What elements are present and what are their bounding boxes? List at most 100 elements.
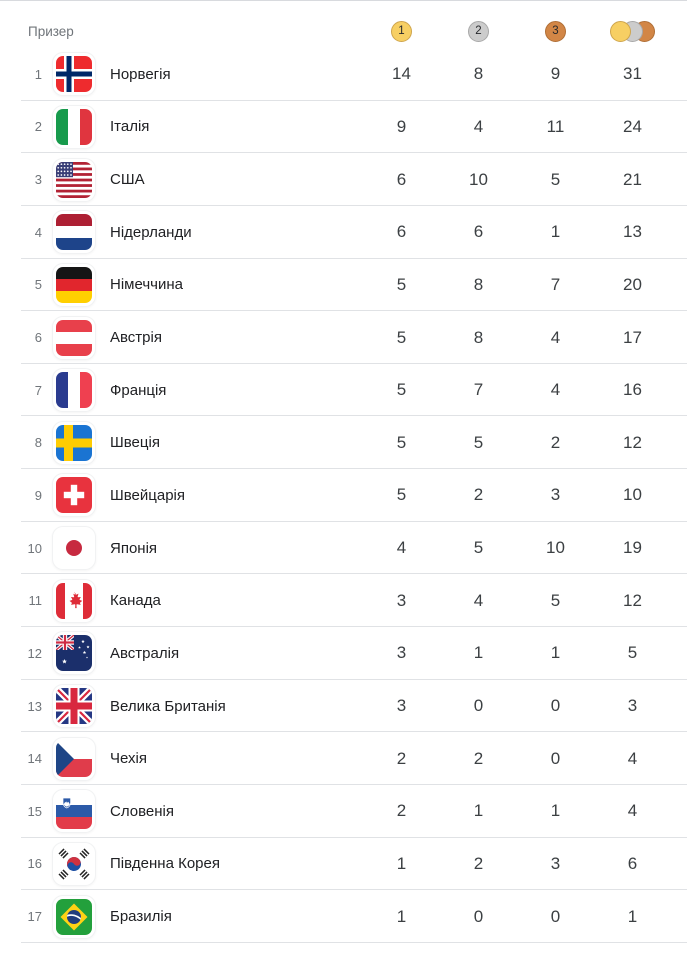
table-row[interactable]: 16 Південна Корея 1 2 3 6	[0, 838, 687, 891]
table-row[interactable]: 3 США 6 10 5 21	[0, 153, 687, 206]
rank-number: 5	[34, 277, 42, 293]
total-count: 17	[623, 327, 642, 347]
flag-brazil-icon	[52, 894, 96, 939]
table-row[interactable]: 17 Бразилія 1 0 0 1	[0, 890, 687, 943]
silver-count: 6	[473, 222, 484, 242]
bronze-count: 1	[550, 643, 561, 663]
table-row[interactable]: 4 Нідерланди 6 6 1 13	[0, 206, 687, 259]
table-row[interactable]: 5 Німеччина 5 8 7 20	[0, 259, 687, 312]
rank-number: 1	[34, 66, 42, 82]
flag-cell	[52, 736, 96, 781]
country-name: Швеція	[110, 434, 160, 452]
country-name: Канада	[110, 592, 161, 610]
total-count: 12	[623, 590, 642, 610]
flag-cell	[52, 157, 96, 202]
gold-count: 14	[392, 64, 411, 84]
rank-number: 13	[27, 698, 42, 714]
silver-count: 0	[473, 696, 484, 715]
gold-count: 5	[396, 274, 407, 294]
bronze-count: 9	[550, 64, 561, 84]
table-row[interactable]: 11 Канада 3 4 5 12	[0, 574, 687, 627]
table-row[interactable]: 10 Японія 4 5 10 19	[0, 522, 687, 575]
gold-count: 4	[396, 538, 407, 558]
flag-netherlands-icon	[52, 210, 96, 255]
flag-cell	[52, 684, 96, 728]
flag-japan-icon	[52, 526, 96, 571]
bronze-count: 5	[550, 169, 561, 189]
table-row[interactable]: 12 Австралія 3 1 1 5	[0, 627, 687, 680]
gold-count: 1	[396, 853, 407, 873]
total-count: 19	[623, 538, 642, 558]
flag-cell	[52, 104, 96, 149]
table-row[interactable]: 13 Велика Британія 3 0 0 3	[0, 680, 687, 733]
gold-count: 5	[396, 485, 407, 505]
total-medals-icon	[610, 21, 655, 42]
rank-number: 10	[27, 540, 42, 556]
flag-cell	[52, 368, 96, 413]
silver-medal-icon: 2	[468, 21, 489, 42]
flag-cell	[52, 420, 96, 465]
flag-cell	[52, 789, 96, 834]
country-name: Швейцарія	[110, 486, 185, 504]
bronze-count: 7	[550, 274, 561, 294]
table-row[interactable]: 9 Швейцарія 5 2 3 10	[0, 469, 687, 522]
silver-count: 0	[473, 906, 484, 926]
gold-count: 3	[396, 643, 407, 663]
table-row[interactable]: 2 Італія 9 4 11 24	[0, 101, 687, 154]
flag-cell	[52, 631, 96, 676]
rank-number: 6	[34, 330, 42, 346]
bronze-count: 0	[550, 748, 561, 768]
silver-count: 8	[473, 274, 484, 294]
silver-count: 2	[473, 485, 484, 505]
silver-count: 7	[473, 380, 484, 400]
flag-czechia-icon	[52, 736, 96, 781]
rank-number: 17	[27, 909, 42, 925]
flag-germany-icon	[52, 262, 96, 307]
table-row[interactable]: 1 Норвегія 14 8 9 31	[0, 48, 687, 101]
table-row[interactable]: 14 Чехія 2 2 0 4	[0, 732, 687, 785]
table-row[interactable]: 6 Австрія 5 8 4 17	[0, 311, 687, 364]
flag-slovenia-icon	[52, 789, 96, 834]
bronze-count: 10	[546, 538, 565, 558]
medal-rows-list: 1 Норвегія 14 8 9 31 2 Італія 9 4 11 24 3 США 6 10 5 21 4 Н…	[0, 48, 687, 943]
prizewinner-header-label: Призер	[28, 24, 74, 39]
country-name: Австрія	[110, 329, 162, 347]
country-name: Південна Корея	[110, 855, 220, 873]
flag-norway-icon	[52, 52, 96, 97]
rank-number: 16	[27, 856, 42, 872]
total-count: 1	[627, 906, 638, 926]
gold-count: 3	[396, 590, 407, 610]
silver-count: 1	[473, 801, 484, 821]
silver-count: 4	[473, 590, 484, 610]
silver-count: 2	[473, 748, 484, 768]
flag-italy-icon	[52, 104, 96, 149]
gold-medal-icon: 1	[391, 21, 412, 42]
table-row[interactable]: 8 Швеція 5 5 2 12	[0, 416, 687, 469]
total-count: 16	[623, 380, 642, 400]
silver-count: 5	[473, 538, 484, 558]
total-count: 31	[623, 64, 642, 84]
total-count: 3	[627, 696, 638, 715]
flag-cell	[52, 210, 96, 255]
bronze-count: 3	[550, 485, 561, 505]
flag-sweden-icon	[52, 420, 96, 465]
flag-cell	[52, 52, 96, 97]
flag-cell	[52, 841, 96, 886]
silver-count: 8	[473, 64, 484, 84]
flag-canada-icon	[52, 578, 96, 623]
flag-great-britain-icon	[52, 684, 96, 728]
rank-number: 4	[34, 224, 42, 240]
flag-usa-icon	[52, 157, 96, 202]
country-name: Чехія	[110, 750, 147, 768]
total-count: 21	[623, 169, 642, 189]
country-name: Японія	[110, 539, 158, 557]
rank-number: 15	[27, 803, 42, 819]
flag-switzerland-icon	[52, 473, 96, 518]
table-row[interactable]: 7 Франція 5 7 4 16	[0, 364, 687, 417]
country-name: Італія	[110, 118, 150, 136]
gold-count: 3	[396, 696, 407, 715]
flag-cell	[52, 315, 96, 360]
gold-count: 5	[396, 380, 407, 400]
table-row[interactable]: 15 Словенія 2 1 1 4	[0, 785, 687, 838]
bronze-count: 4	[550, 327, 561, 347]
